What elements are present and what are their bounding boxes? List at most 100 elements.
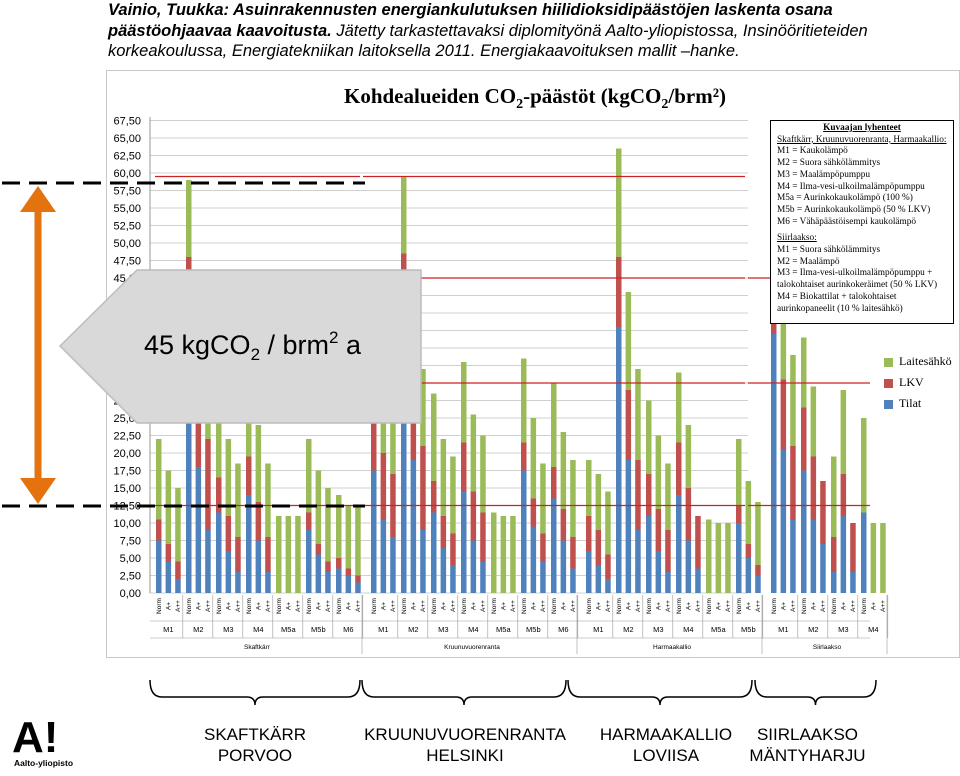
source-caption: Vainio, Tuukka: Asuinrakennusten energia… <box>108 0 956 62</box>
bar-segment-laitesähkö <box>470 414 477 492</box>
logo-text: Aalto-yliopisto <box>14 758 74 768</box>
bar-segment-tilat <box>156 540 162 593</box>
bar-segment-lkv <box>530 498 537 527</box>
bar-segment-laitesähkö <box>725 523 731 593</box>
region-label-kruunuvuorenranta: KRUUNUVUORENRANTA HELSINKI <box>364 725 566 765</box>
abbreviation-legend-box: Kuvaajan lyhenteet Skaftkärr, Kruunuvuor… <box>770 120 954 324</box>
region-brace <box>361 679 567 706</box>
bar-segment-lkv <box>540 533 546 562</box>
bar-segment-lkv <box>790 446 796 520</box>
bar-label: A++ <box>480 600 487 612</box>
bar-label: A+ <box>595 602 602 610</box>
legend-label: Tilat <box>899 396 922 410</box>
abbreviation-item: M3 = Ilma-vesi-ulkoilmalämpöpumppu + tal… <box>777 268 938 291</box>
bar-segment-laitesähkö <box>276 516 282 593</box>
legend-swatch <box>884 378 893 388</box>
y-tick-label: 65,00 <box>113 133 141 145</box>
bar-segment-lkv <box>480 512 486 562</box>
group-label: M1 <box>593 625 603 634</box>
bar-segment-tilat <box>625 460 632 593</box>
bar-label: A+ <box>470 602 477 610</box>
group-label: M1 <box>378 625 388 634</box>
bar-segment-laitesähkö <box>175 488 181 562</box>
abbreviation-item: M5b = Aurinkokaukolämpö (50 % LKV) <box>777 204 931 215</box>
group-label: M3 <box>838 625 848 634</box>
bar-label: A++ <box>605 600 612 612</box>
bar-label: A++ <box>725 600 732 612</box>
bar-label: A+ <box>165 602 172 610</box>
bar-segment-tilat <box>676 495 682 593</box>
bar-segment-tilat <box>745 558 752 593</box>
legend-item-laitesahko: Laitesähkö <box>884 354 952 369</box>
bar-segment-laitesähkö <box>480 435 486 513</box>
bar-segment-tilat <box>186 355 192 593</box>
bar-segment-laitesähkö <box>450 456 456 534</box>
bar-label: A+ <box>530 602 537 610</box>
bar-segment-lkv <box>205 439 211 530</box>
bar-segment-laitesähkö <box>706 519 712 593</box>
bar-segment-laitesähkö <box>315 470 322 544</box>
bar-segment-tilat <box>685 540 692 593</box>
bar-segment-tilat <box>695 568 701 593</box>
bar-segment-lkv <box>420 446 426 530</box>
group-label: M1 <box>778 625 788 634</box>
group-label: M3 <box>223 625 233 634</box>
bar-segment-lkv <box>665 530 671 572</box>
bar-segment-laitesähkö <box>605 491 611 555</box>
bar-segment-tilat <box>586 551 592 593</box>
bar-segment-laitesähkö <box>560 432 567 509</box>
bar-label: A++ <box>205 600 212 612</box>
bar-segment-tilat <box>336 568 342 593</box>
bar-segment-lkv <box>655 509 662 551</box>
bar-label: Norm <box>371 598 378 614</box>
abbreviation-item: M6 = Vähäpäästöisempi kaukolämpö <box>777 216 917 227</box>
bar-segment-laitesähkö <box>810 386 817 457</box>
group-label: M6 <box>343 625 353 634</box>
bar-segment-laitesähkö <box>355 505 361 576</box>
bar-label: Norm <box>186 598 193 614</box>
bar-segment-laitesähkö <box>156 439 162 520</box>
bar-segment-lkv <box>255 502 262 541</box>
bar-segment-tilat <box>560 540 567 593</box>
group-label: M5b <box>741 625 756 634</box>
legend-item-tilat: Tilat <box>884 396 921 411</box>
bar-segment-laitesähkö <box>635 369 641 460</box>
bar-segment-tilat <box>646 516 652 593</box>
bar-segment-lkv <box>646 474 652 516</box>
bar-segment-laitesähkö <box>655 435 662 509</box>
region-brace <box>567 679 753 706</box>
bar-segment-tilat <box>235 572 241 593</box>
bar-segment-laitesähkö <box>780 288 787 380</box>
bar-segment-lkv <box>156 519 162 541</box>
bar-label: A++ <box>665 600 672 612</box>
bar-segment-tilat <box>420 530 426 593</box>
bar-segment-laitesähkö <box>831 456 837 537</box>
bar-segment-lkv <box>831 537 837 572</box>
bar-segment-laitesähkö <box>491 512 497 593</box>
bar-label: Norm <box>771 598 778 614</box>
bar-label: A+ <box>195 602 202 610</box>
bar-segment-laitesähkö <box>665 463 671 530</box>
bar-label: A++ <box>420 600 427 612</box>
bar-segment-lkv <box>306 512 312 530</box>
region-axis-label: Siirlaakso <box>813 644 842 651</box>
aalto-logo: A! <box>10 716 80 776</box>
bar-label: A+ <box>255 602 262 610</box>
bar-label: Norm <box>831 598 838 614</box>
bar-segment-tilat <box>195 467 202 593</box>
bar-label: Norm <box>401 598 408 614</box>
group-label: M5b <box>526 625 541 634</box>
bar-label: A+ <box>745 602 752 610</box>
bar-segment-tilat <box>820 544 826 593</box>
bar-label: A+ <box>315 602 322 610</box>
callout-arrow-shape <box>58 269 422 424</box>
bar-segment-laitesähkö <box>440 439 447 516</box>
bar-segment-tilat <box>345 575 352 593</box>
bar-segment-tilat <box>790 519 796 593</box>
bar-label: A++ <box>695 600 702 612</box>
bar-segment-lkv <box>165 544 172 562</box>
abbreviation-item: M5a = Aurinkokaukolämpö (100 %) <box>777 193 913 204</box>
bar-segment-lkv <box>371 407 377 471</box>
bar-segment-tilat <box>655 551 662 593</box>
bar-segment-tilat <box>861 512 867 593</box>
